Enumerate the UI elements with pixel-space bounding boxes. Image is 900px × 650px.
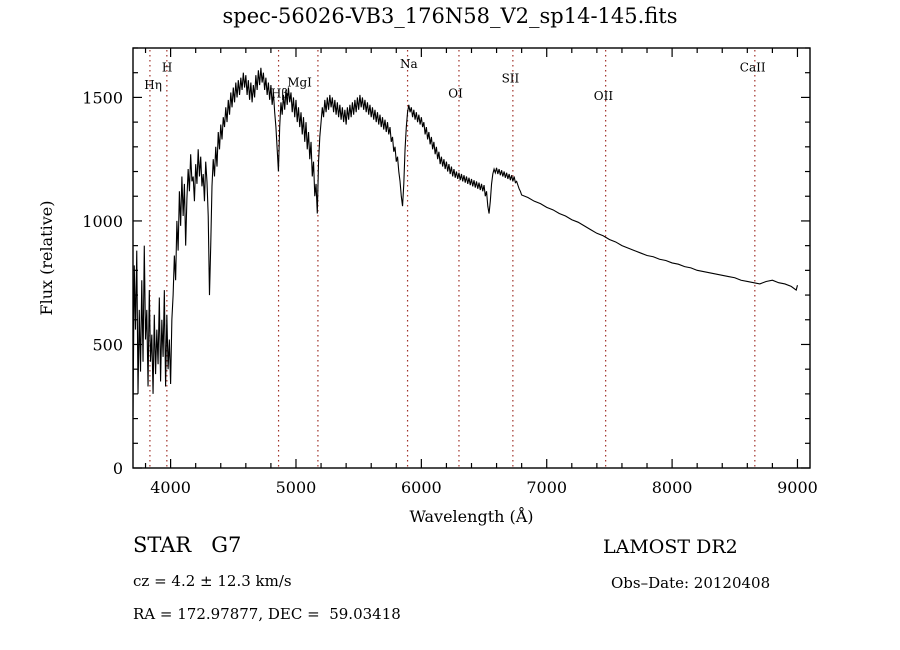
line-label-CaII: CaII [740, 60, 766, 74]
line-label-Na: Na [400, 57, 418, 71]
x-tick-label: 6000 [401, 478, 442, 497]
line-label-H: H [162, 60, 172, 74]
y-tick-label: 1000 [82, 212, 123, 231]
y-tick-label: 0 [113, 459, 123, 478]
x-tick-label: 4000 [150, 478, 191, 497]
page-title: spec-56026-VB3_176N58_V2_sp14-145.fits [222, 4, 678, 28]
y-tick-label: 1500 [82, 88, 123, 107]
line-label-Hη: Hη [144, 78, 162, 92]
line-label-SII: SII [502, 72, 520, 86]
line-label-OI: OI [448, 86, 463, 100]
plot-frame [132, 47, 811, 469]
line-label-MgI: MgI [287, 75, 312, 89]
x-axis-label: Wavelength (Å) [409, 506, 533, 526]
x-tick-label: 9000 [777, 478, 818, 497]
x-tick-label: 5000 [276, 478, 317, 497]
x-tick-label: 7000 [526, 478, 567, 497]
y-axis-label: Flux (relative) [37, 201, 56, 316]
y-tick-label: 500 [92, 335, 123, 354]
line-label-OII: OII [594, 89, 614, 103]
x-tick-label: 8000 [652, 478, 693, 497]
spectrum-trace [132, 67, 798, 417]
